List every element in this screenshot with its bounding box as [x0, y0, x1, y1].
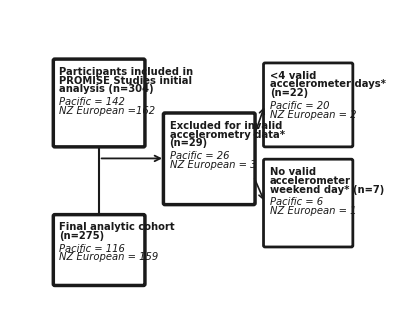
Text: analysis (n=304): analysis (n=304) [60, 85, 154, 95]
Text: Pacific = 142: Pacific = 142 [60, 97, 125, 107]
Text: Pacific = 6: Pacific = 6 [270, 197, 323, 207]
Text: NZ European = 159: NZ European = 159 [60, 252, 159, 262]
Text: Final analytic cohort: Final analytic cohort [60, 222, 175, 232]
Text: NZ European = 3: NZ European = 3 [170, 160, 256, 170]
Text: (n=275): (n=275) [60, 231, 104, 241]
Text: weekend day* (n=7): weekend day* (n=7) [270, 185, 384, 195]
Text: (n=22): (n=22) [270, 88, 308, 98]
Text: PROMISE Studies initial: PROMISE Studies initial [60, 76, 192, 86]
Text: NZ European = 2: NZ European = 2 [270, 110, 356, 120]
Text: accelerometer: accelerometer [270, 176, 351, 186]
FancyBboxPatch shape [264, 63, 353, 147]
Text: Pacific = 26: Pacific = 26 [170, 151, 229, 161]
Text: <4 valid: <4 valid [270, 71, 316, 81]
FancyBboxPatch shape [164, 113, 255, 205]
FancyBboxPatch shape [53, 214, 145, 286]
Text: accelerometer days*: accelerometer days* [270, 79, 386, 90]
Text: Excluded for invalid: Excluded for invalid [170, 121, 282, 131]
Text: accelerometry data*: accelerometry data* [170, 129, 285, 139]
Text: Participants included in: Participants included in [60, 67, 194, 77]
Text: NZ European = 1: NZ European = 1 [270, 206, 356, 216]
Text: Pacific = 116: Pacific = 116 [60, 244, 125, 254]
FancyBboxPatch shape [264, 159, 353, 247]
Text: No valid: No valid [270, 167, 316, 177]
Text: NZ European =162: NZ European =162 [60, 106, 156, 116]
Text: Pacific = 20: Pacific = 20 [270, 101, 329, 111]
FancyBboxPatch shape [53, 59, 145, 147]
Text: (n=29): (n=29) [170, 138, 208, 148]
